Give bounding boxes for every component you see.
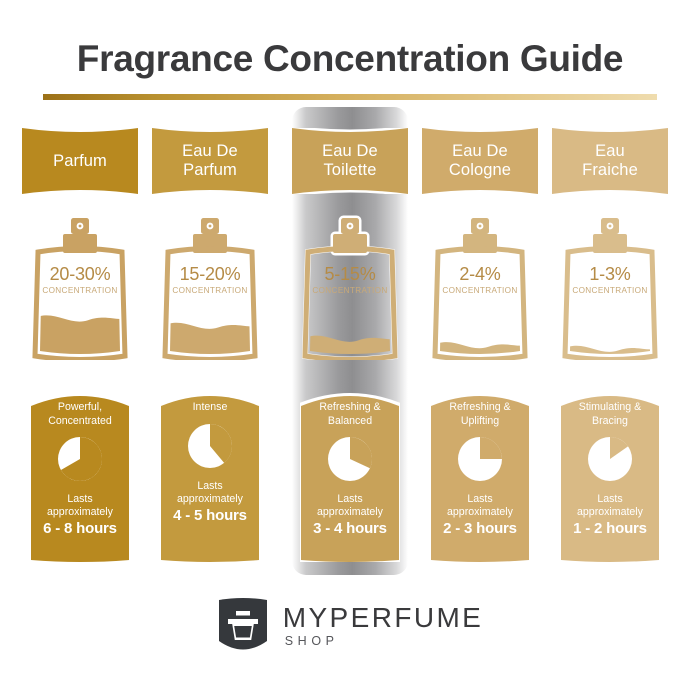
bottle-eau-de-toilette: 5-15% CONCENTRATION	[300, 214, 400, 360]
brand-name: MYPERFUME	[282, 601, 484, 633]
bottle-eau-fraiche: 1-3% CONCENTRATION	[560, 214, 660, 360]
header-ribbon-parfum[interactable]: Parfum	[22, 128, 138, 194]
info-card-eau-de-cologne[interactable]: Refreshing & Uplifting Lasts approximately 2…	[430, 386, 530, 562]
brand-subtitle: SHOP	[284, 633, 339, 648]
header-ribbon-eau-de-parfum[interactable]: Eau De Parfum	[152, 128, 268, 194]
info-card-parfum[interactable]: Powerful, Concentrated Lasts approximately 6…	[30, 386, 130, 562]
info-card-eau-de-toilette[interactable]: Refreshing & Balanced Lasts approximately 3 …	[300, 386, 400, 562]
perfume-bottle-shield-icon	[217, 596, 269, 654]
column-eau-fraiche: Eau Fraiche 1-3% CONCENTRATION Stimulating &…	[552, 0, 668, 700]
column-eau-de-parfum: Eau De Parfum 15-20% CONCENTRATION Intense La…	[152, 0, 268, 700]
footer-branding: MYPERFUME SHOP	[0, 596, 700, 654]
page-title-block: Fragrance Concentration Guide	[0, 36, 700, 100]
bottle-eau-de-parfum: 15-20% CONCENTRATION	[160, 214, 260, 360]
bottle-eau-de-cologne: 2-4% CONCENTRATION	[430, 214, 530, 360]
header-ribbon-label-eau-fraiche: Eau Fraiche	[582, 142, 638, 179]
column-eau-de-cologne: Eau De Cologne 2-4% CONCENTRATION Refreshing…	[422, 0, 538, 700]
brand-wordmark: MYPERFUME SHOP	[283, 602, 484, 649]
title-divider	[43, 94, 657, 100]
page-title: Fragrance Concentration Guide	[76, 38, 624, 79]
info-card-eau-de-parfum[interactable]: Intense Lasts approximately 4 - 5 hours	[160, 386, 260, 562]
header-ribbon-label-eau-de-parfum: Eau De Parfum	[182, 142, 238, 179]
info-card-eau-fraiche[interactable]: Stimulating & Bracing Lasts approximately 1 …	[560, 386, 660, 562]
bottle-parfum: 20-30% CONCENTRATION	[30, 214, 130, 360]
header-ribbon-eau-de-toilette[interactable]: Eau De Toilette	[292, 128, 408, 194]
column-eau-de-toilette: Eau De Toilette 5-15% CONCENTRATION Refreshi…	[292, 0, 408, 700]
header-ribbon-eau-de-cologne[interactable]: Eau De Cologne	[422, 128, 538, 194]
header-ribbon-label-parfum: Parfum	[53, 151, 107, 170]
header-ribbon-eau-fraiche[interactable]: Eau Fraiche	[552, 128, 668, 194]
column-parfum: Parfum 20-30% CONCENTRATION Powerful, Concen…	[22, 0, 138, 700]
header-ribbon-label-eau-de-toilette: Eau De Toilette	[322, 142, 378, 179]
header-ribbon-label-eau-de-cologne: Eau De Cologne	[448, 142, 512, 179]
